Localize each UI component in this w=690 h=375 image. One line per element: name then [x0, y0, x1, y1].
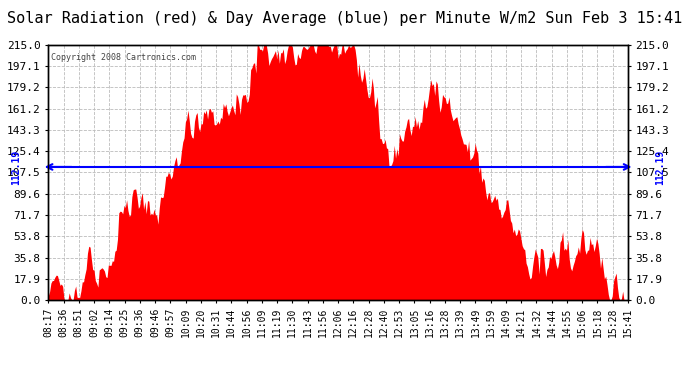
Text: 112.19: 112.19: [655, 149, 664, 184]
Text: 112.19: 112.19: [12, 149, 21, 184]
Text: Copyright 2008 Cartronics.com: Copyright 2008 Cartronics.com: [51, 53, 196, 62]
Text: Solar Radiation (red) & Day Average (blue) per Minute W/m2 Sun Feb 3 15:41: Solar Radiation (red) & Day Average (blu…: [8, 11, 682, 26]
